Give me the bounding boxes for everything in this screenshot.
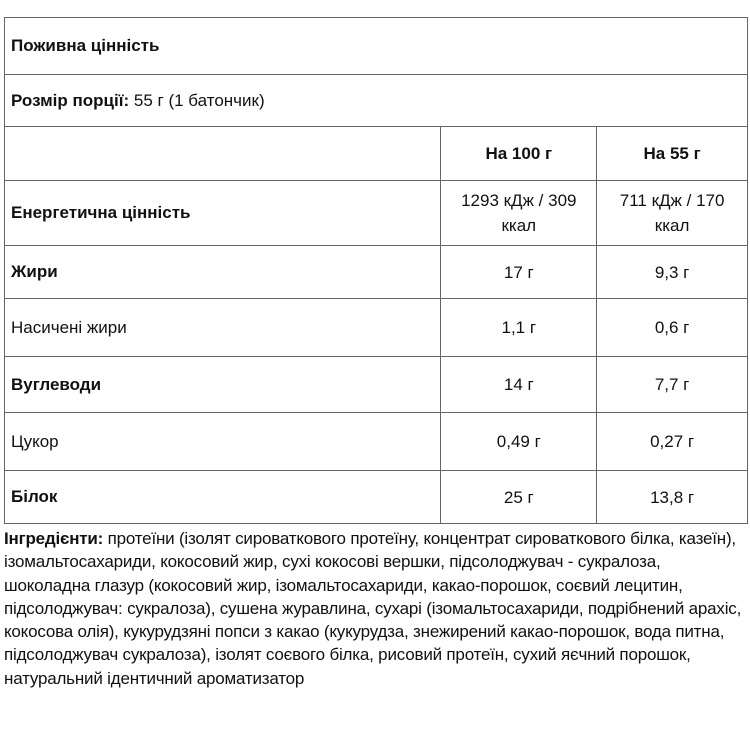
- ingredients-text: протеїни (ізолят сироваткового протеїну,…: [4, 529, 742, 688]
- row-name: Жири: [3, 245, 442, 299]
- ingredients: Інгредієнти: протеїни (ізолят сироватков…: [4, 527, 750, 690]
- row-per-55: 7,7 г: [596, 356, 748, 413]
- table-title: Поживна цінність: [4, 17, 748, 75]
- table-row: Білок 25 г 13,8 г: [3, 470, 748, 524]
- row-name: Білок: [3, 470, 442, 524]
- row-per-100: 1,1 г: [440, 298, 598, 357]
- row-per-100: 17 г: [440, 245, 598, 299]
- row-name: Насичені жири: [3, 298, 442, 357]
- nutrition-table: Поживна цінність Розмір порції: 55 г (1 …: [3, 17, 748, 524]
- serving-value: 55 г (1 батончик): [129, 90, 265, 110]
- table-row: Жири 17 г 9,3 г: [3, 245, 748, 299]
- row-name: Вуглеводи: [3, 356, 442, 413]
- row-per-100: 25 г: [440, 470, 598, 524]
- table-row: Насичені жири 1,1 г 0,6 г: [3, 298, 748, 357]
- header-empty: [3, 126, 442, 181]
- row-name: Енергетична цінність: [3, 180, 442, 246]
- row-per-100: 0,49 г: [440, 412, 598, 471]
- table-row: Цукор 0,49 г 0,27 г: [3, 412, 748, 471]
- ingredients-label: Інгредієнти:: [4, 529, 104, 548]
- row-per-100: 1293 кДж / 309 ккал: [440, 180, 598, 246]
- serving-label: Розмір порції:: [11, 90, 130, 110]
- row-per-55: 0,27 г: [596, 412, 748, 471]
- row-per-100: 14 г: [440, 356, 598, 413]
- serving-size: Розмір порції: 55 г (1 батончик): [4, 74, 748, 127]
- row-name: Цукор: [3, 412, 442, 471]
- row-per-55: 9,3 г: [596, 245, 748, 299]
- table-row: Вуглеводи 14 г 7,7 г: [3, 356, 748, 413]
- row-per-55: 13,8 г: [596, 470, 748, 524]
- table-row: Енергетична цінність 1293 кДж / 309 ккал…: [3, 180, 748, 246]
- row-per-55: 711 кДж / 170 ккал: [596, 180, 748, 246]
- header-per-100: На 100 г: [440, 126, 598, 181]
- row-per-55: 0,6 г: [596, 298, 748, 357]
- header-per-55: На 55 г: [596, 126, 748, 181]
